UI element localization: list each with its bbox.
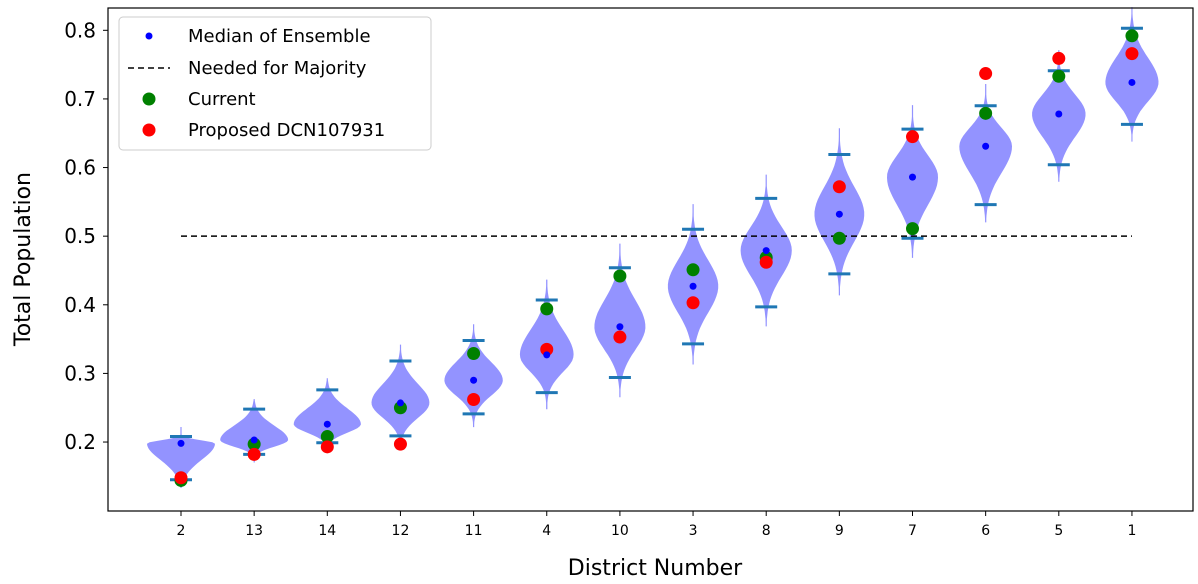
violin-12 xyxy=(371,344,430,450)
proposed-point-9 xyxy=(832,180,846,194)
violin-13 xyxy=(220,399,289,463)
y-tick-label: 0.4 xyxy=(64,293,96,317)
violin-6 xyxy=(959,84,1012,223)
current-point-1 xyxy=(1125,29,1139,43)
legend-label: Proposed DCN107931 xyxy=(188,120,385,141)
legend-dot-swatch xyxy=(145,32,153,40)
legend-box xyxy=(118,16,432,151)
proposed-point-4 xyxy=(540,342,554,356)
legend-circle-swatch xyxy=(142,92,156,106)
median-point-2 xyxy=(177,439,185,447)
median-point-10 xyxy=(616,323,624,331)
x-tick-label-13: 13 xyxy=(245,523,263,539)
proposed-point-13 xyxy=(247,447,261,461)
median-point-4 xyxy=(543,351,551,359)
current-point-12 xyxy=(393,401,407,415)
x-tick-label-5: 5 xyxy=(1054,523,1063,539)
legend-entry: Median of Ensemble xyxy=(145,26,371,47)
current-point-14 xyxy=(320,430,334,444)
median-point-13 xyxy=(250,436,258,444)
x-tick-label-3: 3 xyxy=(689,523,698,539)
y-tick-label: 0.5 xyxy=(64,224,96,248)
y-axis-title: Total Population xyxy=(11,172,36,347)
current-point-5 xyxy=(1052,69,1066,83)
y-tick-label: 0.3 xyxy=(64,361,96,385)
current-point-9 xyxy=(832,231,846,245)
violin-11 xyxy=(444,324,503,428)
legend-circle-swatch xyxy=(142,123,156,137)
current-point-11 xyxy=(467,347,481,361)
proposed-point-10 xyxy=(613,330,627,344)
legend-entry: Needed for Majority xyxy=(128,58,367,79)
proposed-point-5 xyxy=(1052,51,1066,65)
proposed-point-11 xyxy=(467,392,481,406)
x-tick-label-8: 8 xyxy=(762,523,771,539)
x-tick-label-12: 12 xyxy=(392,523,410,539)
x-tick-label-4: 4 xyxy=(542,523,551,539)
proposed-point-2 xyxy=(174,471,188,485)
x-tick-label-6: 6 xyxy=(981,523,990,539)
violin-14 xyxy=(293,378,361,453)
current-point-4 xyxy=(540,302,554,316)
x-tick-label-1: 1 xyxy=(1127,523,1136,539)
median-point-14 xyxy=(323,420,331,428)
proposed-point-1 xyxy=(1125,47,1139,61)
median-point-12 xyxy=(396,399,404,407)
violin-1 xyxy=(1105,7,1159,142)
y-tick-label: 0.2 xyxy=(64,430,96,454)
violin-2 xyxy=(147,427,215,488)
x-tick-label-9: 9 xyxy=(835,523,844,539)
current-point-10 xyxy=(613,269,627,283)
proposed-point-12 xyxy=(393,437,407,451)
current-point-6 xyxy=(979,106,993,120)
median-point-5 xyxy=(1055,110,1063,118)
median-point-9 xyxy=(835,210,843,218)
x-tick-label-10: 10 xyxy=(611,523,629,539)
x-tick-label-2: 2 xyxy=(177,523,186,539)
median-point-1 xyxy=(1128,78,1136,86)
current-point-3 xyxy=(686,263,700,277)
median-point-7 xyxy=(909,173,916,181)
violin-group xyxy=(147,7,1159,488)
legend-label: Current xyxy=(188,89,256,110)
proposed-point-7 xyxy=(906,130,919,144)
current-point-7 xyxy=(906,222,919,236)
y-tick-label: 0.7 xyxy=(64,87,96,111)
legend-label: Needed for Majority xyxy=(188,58,367,79)
median-point-11 xyxy=(470,376,478,384)
proposed-point-3 xyxy=(686,296,700,310)
legend-label: Median of Ensemble xyxy=(188,26,371,47)
median-point-3 xyxy=(689,282,697,290)
y-tick-label: 0.8 xyxy=(64,18,96,42)
median-point-6 xyxy=(982,142,990,150)
x-axis-title: District Number xyxy=(568,556,743,581)
legend-entry: Current xyxy=(142,89,256,110)
x-tick-label-14: 14 xyxy=(318,523,336,539)
legend-entry: Proposed DCN107931 xyxy=(142,120,385,141)
proposed-point-8 xyxy=(759,255,773,269)
x-tick-label-7: 7 xyxy=(908,523,917,539)
point-group xyxy=(174,29,1139,487)
proposed-point-6 xyxy=(979,67,993,81)
axes: 2 13 14 12 11 4 10 3 8 9 7 6 5 1 0.2 0.3 0.4 0.5 0.6 0.7 0.8 xyxy=(64,7,1194,539)
x-tick-label-11: 11 xyxy=(465,523,483,539)
median-point-8 xyxy=(762,247,770,255)
plot-frame xyxy=(107,7,1194,512)
legend: Median of Ensemble Needed for Majority Cur… xyxy=(118,16,432,151)
violin-10 xyxy=(594,243,646,398)
proposed-point-14 xyxy=(320,440,334,454)
y-tick-label: 0.6 xyxy=(64,156,96,180)
violin-7 xyxy=(887,105,938,258)
